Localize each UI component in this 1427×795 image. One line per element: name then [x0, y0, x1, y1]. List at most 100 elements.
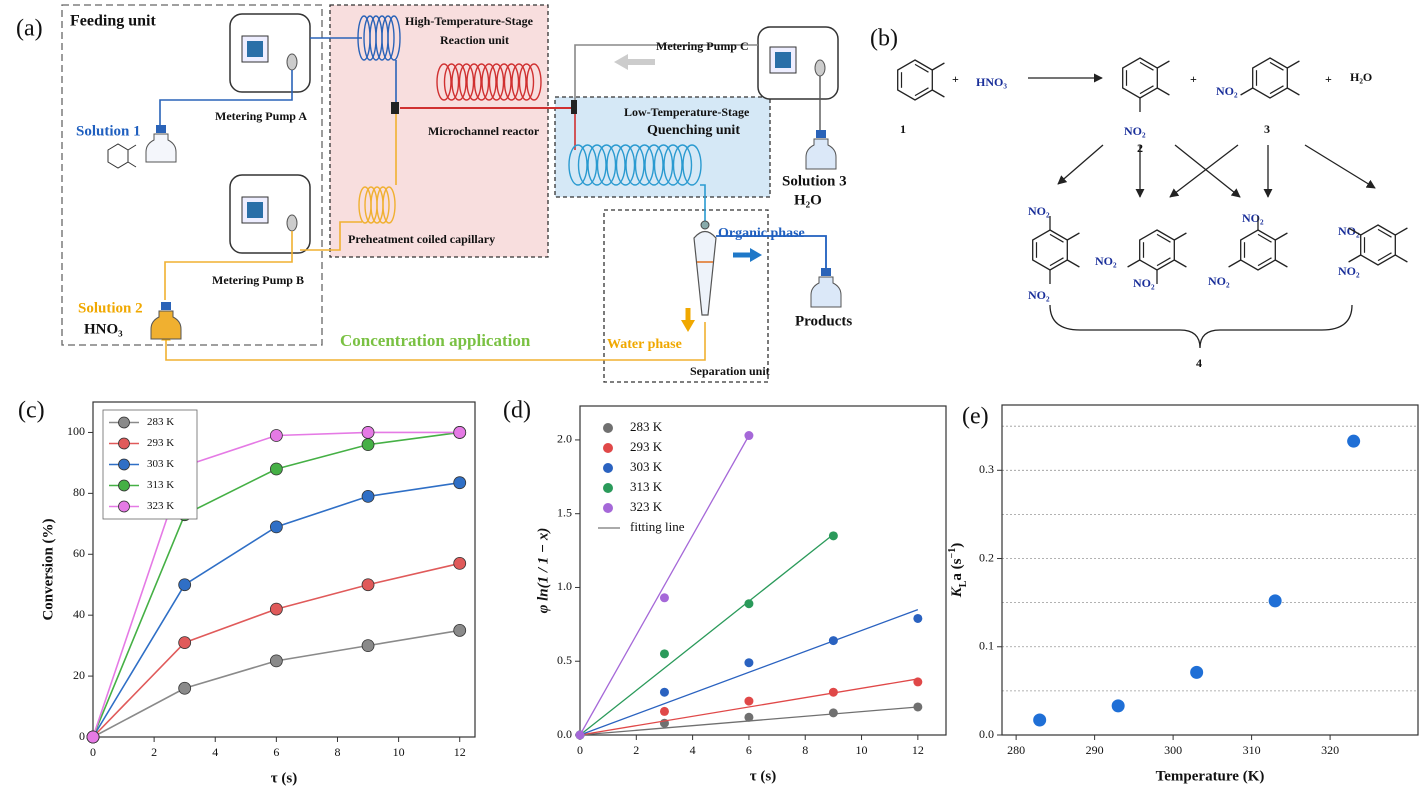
coil-loop: [376, 186, 390, 224]
y-tick-label: 2.0: [557, 432, 572, 446]
x-tick-label: 8: [334, 745, 340, 759]
bond: [1156, 60, 1170, 69]
data-point: [86, 730, 100, 744]
product-label: Products: [795, 313, 852, 329]
coil-loop: [596, 144, 617, 186]
unit-label: Low-Temperature-Stage: [624, 105, 750, 119]
solution-label: Solution 3: [782, 173, 847, 189]
coil-loop: [458, 63, 475, 101]
y-axis-label-part: ): [949, 543, 965, 548]
coil-loop: [625, 144, 645, 186]
y-tick-label: 0.0: [557, 727, 572, 741]
bond: [1394, 227, 1408, 236]
benzene-ring: [1122, 57, 1158, 99]
unit-label: High-Temperature-Stage: [405, 14, 534, 28]
plot-frame: [92, 401, 476, 738]
bond: [1156, 87, 1170, 96]
y-tick-label: 0.3: [979, 462, 994, 476]
tube: [164, 231, 293, 300]
data-point: [453, 426, 467, 439]
x-tick-label: 300: [1164, 743, 1182, 757]
data-point: [269, 602, 283, 616]
double-bond: [914, 63, 929, 73]
data-point: [659, 649, 669, 659]
coil-loop: [568, 144, 588, 186]
panel-label: (b): [870, 26, 898, 52]
legend-marker: [118, 479, 130, 492]
y-axis-label: φ ln(1 / 1 − x): [535, 528, 551, 614]
coil-loop: [488, 63, 505, 101]
fit-line: [579, 435, 750, 736]
data-point: [744, 658, 754, 668]
x-tick-label: 6: [273, 745, 279, 759]
coil-loop: [436, 63, 452, 101]
nitro-label: NO₂: [1028, 204, 1050, 218]
double-bond: [1139, 85, 1154, 95]
data-point: [913, 702, 923, 712]
y-tick-label: 1.0: [557, 579, 572, 593]
tube: [700, 184, 706, 222]
legend-label: 303 K: [147, 458, 174, 470]
data-point: [1347, 434, 1361, 448]
legend-marker: [118, 500, 130, 513]
coil-loop: [634, 144, 655, 186]
coil-loop: [481, 63, 497, 101]
bond: [1286, 60, 1300, 69]
coil-loop: [526, 63, 542, 101]
bond: [1228, 259, 1242, 268]
nitro-label: NO₂: [1124, 124, 1146, 138]
coil-loop: [473, 63, 490, 101]
coil-loop: [682, 144, 702, 186]
compound-number: 1: [900, 122, 906, 136]
tube: [300, 221, 362, 251]
legend-marker: [603, 463, 613, 473]
nitro-label: NO₂: [1208, 274, 1230, 288]
data-point: [913, 677, 923, 687]
bond: [1348, 227, 1362, 236]
x-tick-label: 0: [577, 743, 583, 757]
coil-loop: [663, 144, 683, 186]
coil-loop: [511, 63, 527, 101]
y-tick-label: 0.1: [979, 639, 994, 653]
bond: [1286, 87, 1300, 96]
solution-label: H₂O: [794, 192, 822, 208]
x-tick-label: 2: [151, 745, 157, 759]
pump-label: Metering Pump C: [656, 39, 749, 53]
coil-loop: [644, 144, 664, 186]
compound-number: 3: [1264, 122, 1270, 136]
reactor-label: Microchannel reactor: [428, 124, 540, 138]
x-tick-label: 12: [454, 745, 466, 759]
legend-marker: [118, 458, 130, 471]
flow-arrow: [681, 320, 695, 332]
data-point: [1033, 713, 1047, 727]
y-axis-label-part: a (s: [949, 558, 965, 580]
double-bond: [1156, 233, 1171, 243]
molecule-sketch: [107, 143, 137, 169]
y-tick-label: 0: [79, 729, 85, 743]
bond: [1274, 232, 1288, 241]
pump: [757, 26, 839, 100]
data-point: [575, 730, 585, 740]
nitro-label: NO₂: [1338, 224, 1360, 238]
data-point: [361, 438, 375, 452]
coil-loop: [381, 15, 395, 61]
legend-label: 293 K: [630, 439, 663, 454]
double-bond: [1139, 61, 1154, 71]
data-point: [361, 426, 375, 439]
panel-label: (a): [16, 16, 43, 42]
data-point: [178, 636, 192, 649]
x-tick-label: 2: [633, 743, 639, 757]
tube: [574, 44, 758, 105]
phase-label: Water phase: [607, 337, 682, 352]
coil-loop: [606, 144, 626, 186]
coil-loop: [577, 144, 598, 186]
compound-number: 4: [1196, 356, 1202, 370]
double-bond: [1269, 85, 1284, 95]
fit-line: [579, 533, 834, 736]
x-tick-label: 10: [393, 745, 405, 759]
recycle-label: Concentration application: [340, 331, 531, 350]
bond: [1274, 259, 1288, 268]
unit-label: Quenching unit: [647, 123, 740, 138]
process-diagram: Feeding unit High-Temperature-Stage Reac…: [61, 4, 852, 383]
data-point: [1268, 594, 1282, 608]
